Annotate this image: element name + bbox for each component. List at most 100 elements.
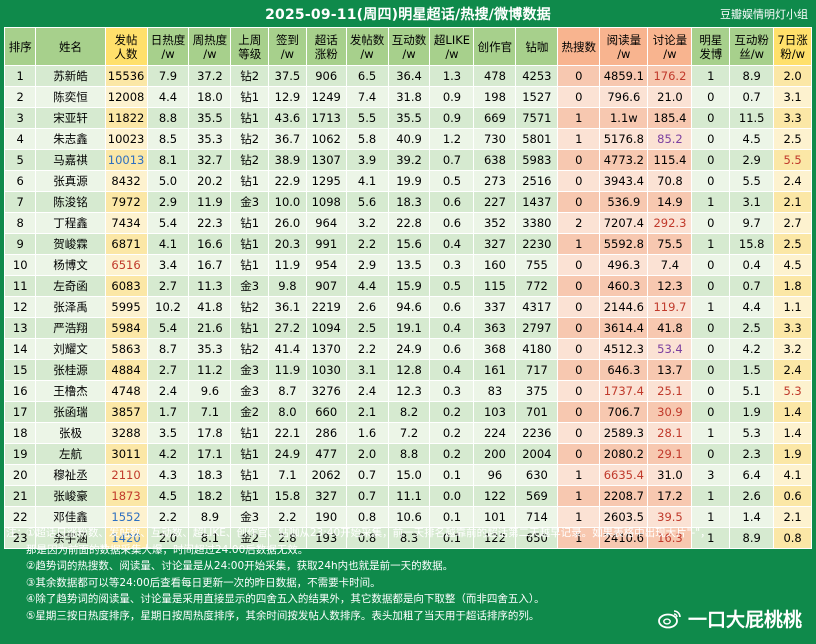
- table-cell: 2080.2: [599, 443, 649, 465]
- table-cell: 37.2: [188, 65, 232, 87]
- table-cell: 4317: [515, 296, 559, 318]
- table-cell: 8.5: [146, 128, 190, 150]
- table-cell: 2603.5: [599, 506, 649, 528]
- table-cell: 19.1: [387, 317, 431, 339]
- table-row: 15 张桂源 4884 2.7 11.2 金3 11.9 1030 3.1 12.8 0.4 161 7…: [3, 359, 812, 381]
- table-cell: 1.1w: [599, 107, 649, 129]
- table-cell: 15.6: [387, 233, 431, 255]
- table-cell: 13.7: [647, 359, 693, 381]
- table-cell: 2.1: [773, 506, 812, 528]
- table-cell: 292.3: [647, 212, 693, 234]
- table-cell: 39.2: [387, 149, 431, 171]
- table-cell: 5863: [104, 338, 148, 360]
- table-cell: 1.3: [429, 65, 475, 87]
- table-cell: 1370: [305, 338, 347, 360]
- table-row: 13 严浩翔 5984 5.4 21.6 钻1 27.2 1094 2.5 19.1 0.4 363 2…: [3, 317, 812, 339]
- table-cell: 5.3: [729, 422, 775, 444]
- table-cell: 4.4: [146, 86, 190, 108]
- table-cell: 1.4: [773, 422, 812, 444]
- table-cell: 5.8: [345, 128, 389, 150]
- table-cell: 32.7: [188, 149, 232, 171]
- table-cell: 31.8: [387, 86, 431, 108]
- table-cell: 41.4: [268, 338, 307, 360]
- table-cell: 11.5: [729, 107, 775, 129]
- column-header-label: 日热度: [150, 32, 186, 47]
- table-cell: 5.3: [773, 380, 812, 402]
- column-header: 超LIKE/w: [429, 27, 475, 66]
- table-cell: 12008: [104, 86, 148, 108]
- table-cell: 3.2: [773, 338, 812, 360]
- column-header-label: 阅读量: [606, 32, 642, 47]
- column-header-label: 排序: [8, 39, 32, 54]
- column-header: 互动粉 丝/w: [729, 27, 775, 66]
- table-cell: 40.9: [387, 128, 431, 150]
- table-cell: 1062: [305, 128, 347, 150]
- column-header-sublabel: /w: [402, 46, 416, 61]
- table-cell: 3011: [104, 443, 148, 465]
- table-cell: 36.4: [387, 65, 431, 87]
- table-cell: 18.3: [188, 464, 232, 486]
- table-cell: 0: [691, 254, 731, 276]
- table-cell: 2.1: [345, 401, 389, 423]
- table-cell: 53.4: [647, 338, 693, 360]
- table-cell: 0.9: [429, 86, 475, 108]
- table-cell: 金3: [230, 380, 270, 402]
- table-cell: 11.1: [387, 485, 431, 507]
- table-cell: 0.2: [429, 422, 475, 444]
- table-cell: 22.8: [387, 212, 431, 234]
- table-cell: 3: [3, 107, 37, 129]
- table-cell: 0.5: [429, 170, 475, 192]
- table-cell: 0.1: [429, 464, 475, 486]
- table-cell: 36.1: [268, 296, 307, 318]
- column-header-sublabel: /w: [663, 46, 677, 61]
- table-cell: 8.1: [188, 527, 232, 549]
- table-cell: 536.9: [599, 191, 649, 213]
- column-header: 上周 等级: [230, 27, 270, 66]
- note-5: ⑤星期三按日热度排序，星期日按周热度排序，其余时间按发帖人数排序。表头加粗了当天…: [26, 609, 540, 622]
- table-cell: 796.6: [599, 86, 649, 108]
- table-cell: 2144.6: [599, 296, 649, 318]
- table-cell: 1737.4: [599, 380, 649, 402]
- table-cell: 0: [691, 317, 731, 339]
- table-cell: 20.3: [268, 233, 307, 255]
- column-header: 讨论量/w: [647, 27, 693, 66]
- table-cell: 4773.2: [599, 149, 649, 171]
- table-cell: 122: [473, 485, 517, 507]
- table-cell: 0.4: [429, 317, 475, 339]
- table-cell: 金2: [230, 401, 270, 423]
- table-cell: 3.1: [729, 191, 775, 213]
- table-cell: 0: [691, 401, 731, 423]
- column-header-sublabel: 粉/w: [780, 46, 805, 61]
- table-cell: 18: [3, 422, 37, 444]
- table-cell: 2219: [305, 296, 347, 318]
- column-header: 日热度/w: [146, 27, 190, 66]
- table-cell: 9.7: [729, 212, 775, 234]
- table-cell: 2.4: [146, 380, 190, 402]
- table-cell: 6516: [104, 254, 148, 276]
- table-cell: 17.8: [188, 422, 232, 444]
- table-cell: 5176.8: [599, 128, 649, 150]
- table-row: 18 张极 3288 3.5 17.8 钻1 22.1 286 1.6 7.2 0.2 224 2236…: [3, 422, 812, 444]
- table-cell: 0.7: [429, 149, 475, 171]
- table-cell: 96: [473, 464, 517, 486]
- table-cell: 12.3: [387, 380, 431, 402]
- table-cell: 钻1: [230, 485, 270, 507]
- table-cell: 4: [3, 128, 37, 150]
- table-row: 10 杨博文 6516 3.4 16.7 钻1 11.9 954 2.9 13.5 0.3 160 75…: [3, 254, 812, 276]
- table-cell: 10.0: [268, 191, 307, 213]
- table-cell: 1: [557, 107, 601, 129]
- table-cell: 1.4: [773, 401, 812, 423]
- table-cell: 0.7: [345, 485, 389, 507]
- table-row: 11 左奇函 6083 2.7 11.3 金3 9.8 907 4.4 15.9 0.5 115 772…: [3, 275, 812, 297]
- table-cell: 35.3: [188, 338, 232, 360]
- table-cell: 宋亚轩: [35, 107, 106, 129]
- table-cell: 2.4: [345, 380, 389, 402]
- table-cell: 2410.6: [599, 527, 649, 549]
- table-cell: 2.5: [729, 317, 775, 339]
- column-header-sublabel: 发博: [699, 46, 723, 61]
- table-cell: 2.7: [146, 275, 190, 297]
- table-cell: 4.1: [146, 233, 190, 255]
- table-cell: 4.4: [729, 296, 775, 318]
- table-row: 21 张峻豪 1873 4.5 18.2 钻1 15.8 327 0.7 11.1 0.0 122 56…: [3, 485, 812, 507]
